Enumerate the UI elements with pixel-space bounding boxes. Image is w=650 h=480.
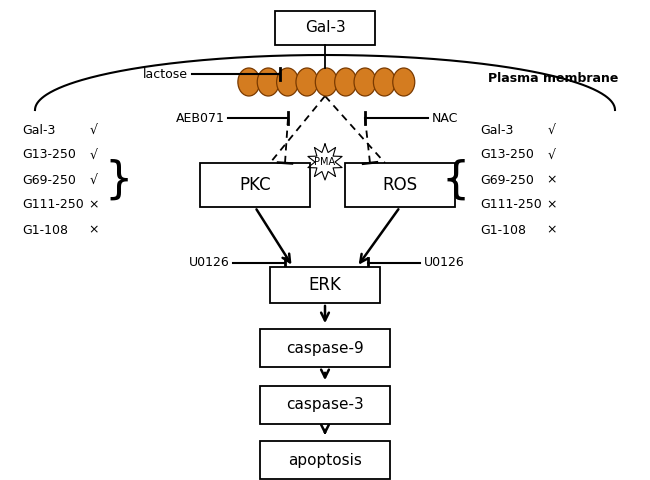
Ellipse shape (354, 68, 376, 96)
Text: √: √ (548, 123, 556, 136)
FancyBboxPatch shape (345, 163, 455, 207)
Text: ×: × (547, 173, 557, 187)
Text: caspase-9: caspase-9 (286, 340, 364, 356)
Text: ×: × (89, 199, 99, 212)
Ellipse shape (335, 68, 357, 96)
Text: G1-108: G1-108 (22, 224, 68, 237)
Text: G69-250: G69-250 (480, 173, 534, 187)
FancyBboxPatch shape (260, 441, 390, 479)
Text: {: { (442, 158, 470, 202)
Text: Gal-3: Gal-3 (22, 123, 55, 136)
Text: U0126: U0126 (424, 256, 465, 269)
Text: G13-250: G13-250 (22, 148, 76, 161)
Text: NAC: NAC (432, 111, 458, 124)
FancyBboxPatch shape (200, 163, 310, 207)
Text: }: } (104, 158, 133, 202)
Text: ERK: ERK (309, 276, 341, 294)
Text: √: √ (90, 148, 98, 161)
Ellipse shape (315, 68, 337, 96)
Text: Plasma membrane: Plasma membrane (488, 72, 618, 84)
Text: caspase-3: caspase-3 (286, 397, 364, 412)
Polygon shape (308, 144, 342, 180)
Text: G1-108: G1-108 (480, 224, 526, 237)
Text: apoptosis: apoptosis (288, 453, 362, 468)
FancyBboxPatch shape (275, 11, 375, 45)
Text: PKC: PKC (239, 176, 271, 194)
Text: ×: × (547, 199, 557, 212)
Ellipse shape (393, 68, 415, 96)
Text: U0126: U0126 (189, 256, 230, 269)
Text: Gal-3: Gal-3 (480, 123, 514, 136)
Text: √: √ (548, 148, 556, 161)
Text: ×: × (547, 224, 557, 237)
FancyBboxPatch shape (260, 329, 390, 367)
FancyBboxPatch shape (260, 386, 390, 424)
Text: √: √ (90, 123, 98, 136)
FancyBboxPatch shape (270, 267, 380, 303)
Text: Gal-3: Gal-3 (305, 21, 345, 36)
Text: G111-250: G111-250 (480, 199, 541, 212)
Text: lactose: lactose (143, 68, 188, 81)
Text: √: √ (90, 173, 98, 187)
Text: ×: × (89, 224, 99, 237)
Ellipse shape (238, 68, 260, 96)
Text: G69-250: G69-250 (22, 173, 76, 187)
Text: G111-250: G111-250 (22, 199, 84, 212)
Text: PMA: PMA (315, 157, 335, 167)
Ellipse shape (257, 68, 280, 96)
Text: G13-250: G13-250 (480, 148, 534, 161)
Ellipse shape (277, 68, 298, 96)
Ellipse shape (296, 68, 318, 96)
Text: ROS: ROS (382, 176, 417, 194)
Ellipse shape (373, 68, 395, 96)
Text: AEB071: AEB071 (176, 111, 225, 124)
